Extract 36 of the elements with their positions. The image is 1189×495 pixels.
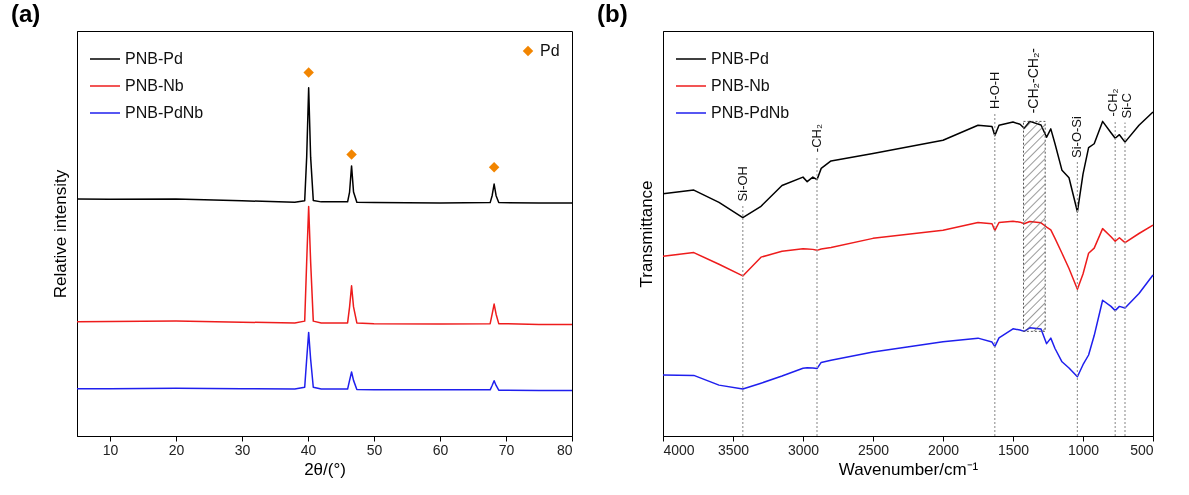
chart-title: (b)	[597, 0, 628, 27]
x-tick-label: 20	[168, 441, 185, 458]
x-tick-label: 2000	[927, 441, 960, 458]
ref-line-label: H-O-H	[986, 71, 1002, 110]
legend-label: PNB-PdNb	[125, 104, 204, 121]
y-axis-title: Relative intensity	[50, 169, 70, 299]
legend-label: PNB-Pd	[125, 50, 183, 67]
x-tick-label: 2500	[857, 441, 890, 458]
x-tick-label: 30	[234, 441, 251, 458]
x-tick-label: 60	[432, 441, 449, 458]
legend-label: PNB-PdNb	[711, 104, 790, 121]
x-tick-label: 500	[1130, 441, 1154, 458]
legend-label: PNB-Nb	[125, 77, 184, 94]
x-tick-label: 40	[300, 441, 317, 458]
x-tick-label: 4000	[663, 441, 695, 458]
x-axis-title: Wavenumber/cm⁻¹	[838, 459, 979, 479]
x-tick-label: 70	[498, 441, 515, 458]
ref-line-label: Si-O-Si	[1069, 116, 1085, 159]
ref-line-label: -CH₂	[809, 124, 824, 153]
legend-label: Pd	[540, 42, 560, 59]
chart-title: (a)	[11, 0, 41, 27]
ref-line-label: -CH₂	[1105, 88, 1121, 117]
y-axis-title: Transmittance	[636, 180, 656, 288]
x-tick-label: 10	[102, 441, 119, 458]
x-tick-label: 80	[556, 441, 573, 458]
x-tick-label: 3000	[787, 441, 820, 458]
x-axis-title: 2θ/(°)	[304, 459, 346, 479]
legend-label: PNB-Pd	[711, 50, 769, 67]
x-tick-label: 1500	[997, 441, 1030, 458]
x-tick-label: 1000	[1067, 441, 1100, 458]
ref-line-label: Si-OH	[734, 166, 750, 202]
legend-label: PNB-Nb	[711, 77, 770, 94]
x-tick-label: 3500	[717, 441, 750, 458]
band-label: -CH₂-CH₂-	[1025, 47, 1042, 114]
ref-line-label: Si-C	[1119, 93, 1135, 119]
x-tick-label: 50	[366, 441, 383, 458]
